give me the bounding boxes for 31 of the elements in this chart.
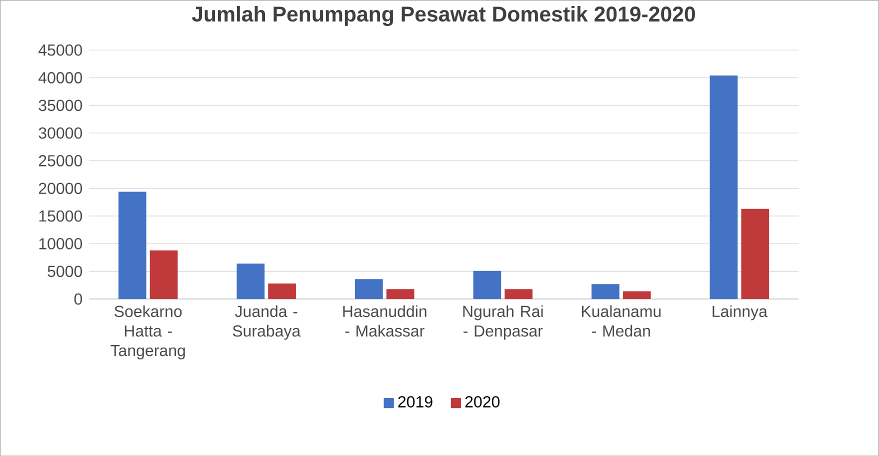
bar [268,283,296,299]
bar [150,250,178,299]
y-tick-label: 40000 [38,72,82,84]
bar [504,288,533,299]
bar [386,288,414,299]
bar [710,75,738,299]
y-tick-label: 35000 [38,100,82,111]
bar [355,278,383,299]
y-tick-label: 15000 [39,210,82,222]
bar [473,270,502,299]
y-tick-label: 20000 [38,182,82,194]
y-tick-label: 5000 [48,266,82,277]
y-tick-label: 25000 [38,154,82,166]
x-tick-label: Lainnya [712,305,768,320]
y-tick-label: 0 [74,293,82,305]
x-tick-label: Juanda - Surabaya [232,305,301,340]
x-tick-label: Ngurah Rai - Denpasar [463,305,543,340]
bar [236,263,265,299]
y-tick-label: 45000 [38,44,82,56]
x-tick-label: Hasanuddin - Makassar [343,305,426,336]
bar [592,284,620,299]
y-tick-label: 30000 [38,127,82,139]
bar [741,208,770,299]
legend-label: 2020 [465,396,500,408]
y-tick-label: 10000 [39,238,82,250]
legend-label: 2019 [398,396,432,408]
x-tick-label: Soekarno Hatta - Tangerang [110,305,185,360]
bar [622,291,651,299]
chart-title: Jumlah Penumpang Pesawat Domestik 2019-2020 [192,6,695,26]
bar [118,192,146,299]
x-tick-label: Kualanamu - Medan [582,305,661,336]
